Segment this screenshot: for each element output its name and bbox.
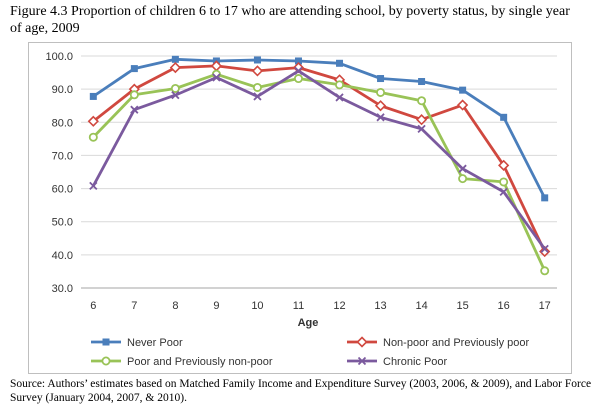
x-tick-label: 15 — [456, 300, 468, 312]
data-point — [336, 59, 344, 67]
data-point — [171, 55, 179, 63]
data-point — [294, 66, 303, 76]
legend-item: Non-poor and Previously poor — [347, 336, 529, 349]
data-point — [418, 78, 426, 86]
legend-label: Poor and Previously non-poor — [127, 356, 273, 368]
data-point — [376, 113, 385, 122]
data-point — [293, 74, 303, 84]
line-chart: 30.0 40.0 50.0 60.0 70.0 80.0 90.0 100.0 6 7 8 9 10… — [45, 51, 557, 368]
y-tick-label: 80.0 — [52, 117, 73, 129]
y-axis-tick-labels: 30.0 40.0 50.0 60.0 70.0 80.0 90.0 100.0 — [45, 51, 73, 295]
data-point — [169, 61, 182, 74]
data-point — [171, 90, 180, 100]
data-point — [540, 244, 549, 254]
data-point — [456, 99, 469, 111]
legend-label: Non-poor and Previously poor — [383, 337, 529, 349]
legend-label: Chronic Poor — [383, 356, 448, 368]
legend-marker — [102, 338, 110, 346]
x-tick-label: 11 — [293, 300, 304, 312]
series-chronic-poor — [89, 66, 549, 254]
legend-marker — [356, 336, 368, 348]
legend-item: Poor and Previously non-poor — [91, 356, 273, 368]
y-tick-label: 90.0 — [52, 84, 73, 96]
data-point — [459, 86, 467, 94]
series-line — [92, 72, 546, 272]
legend-label: Never Poor — [127, 337, 183, 349]
y-tick-label: 60.0 — [52, 184, 73, 196]
y-tick-label: 70.0 — [52, 150, 73, 162]
data-point — [498, 159, 510, 172]
data-point — [252, 82, 262, 92]
x-tick-label: 17 — [539, 300, 551, 312]
data-point — [253, 56, 261, 64]
data-point — [500, 113, 508, 121]
data-point — [499, 187, 508, 197]
data-point — [335, 93, 344, 102]
data-point — [377, 75, 385, 83]
data-point — [253, 92, 262, 101]
data-point — [415, 114, 428, 126]
x-tick-label: 14 — [415, 300, 427, 312]
series-lines — [87, 55, 551, 276]
y-tick-label: 100.0 — [45, 51, 73, 63]
y-tick-label: 40.0 — [52, 250, 73, 262]
gridlines — [81, 55, 557, 289]
data-point — [458, 174, 468, 184]
x-tick-label: 6 — [90, 300, 96, 312]
data-point — [499, 177, 509, 187]
x-tick-label: 10 — [251, 300, 263, 312]
data-point — [87, 115, 99, 127]
data-point — [335, 80, 345, 90]
data-point — [89, 92, 97, 100]
legend-marker — [357, 356, 367, 366]
data-point — [540, 266, 550, 276]
data-point — [130, 105, 139, 114]
data-point — [539, 245, 551, 258]
data-point — [129, 90, 139, 100]
data-point — [374, 100, 387, 112]
x-tick-label: 7 — [131, 300, 137, 312]
figure-title: Figure 4.3 Proportion of children 6 to 1… — [10, 4, 570, 36]
x-tick-label: 12 — [333, 300, 345, 312]
data-point — [89, 181, 98, 191]
data-point — [458, 164, 467, 173]
legend-marker — [101, 356, 111, 366]
x-tick-label: 16 — [498, 300, 510, 312]
data-point — [88, 132, 98, 142]
data-point — [251, 65, 264, 77]
series-line — [92, 69, 546, 250]
x-tick-label: 13 — [374, 300, 386, 312]
x-tick-label: 9 — [213, 300, 219, 312]
legend-item: Chronic Poor — [347, 356, 448, 368]
data-point — [541, 194, 549, 202]
y-tick-label: 30.0 — [52, 283, 73, 295]
legend-item: Never Poor — [91, 337, 183, 349]
data-point — [212, 73, 221, 82]
source-note: Source: Authors’ estimates based on Matc… — [10, 378, 592, 404]
x-axis-title: Age — [298, 317, 319, 329]
y-tick-label: 50.0 — [52, 217, 73, 229]
series-poor-and-previously-non-poor — [88, 69, 550, 276]
series-line — [92, 64, 546, 253]
legend: Never Poor Non-poor and Previously poor Po… — [91, 336, 529, 368]
x-tick-label: 8 — [172, 300, 178, 312]
chart-panel: 30.0 40.0 50.0 60.0 70.0 80.0 90.0 100.0 6 7 8 9 10… — [28, 42, 572, 374]
data-point — [170, 83, 180, 93]
series-line — [92, 57, 546, 199]
data-point — [294, 57, 302, 65]
x-axis: 6 7 8 9 10 11 12 13 14 15 16 17 — [90, 300, 551, 312]
data-point — [130, 65, 138, 73]
data-point — [417, 124, 426, 134]
data-point — [417, 96, 427, 106]
data-point — [376, 87, 386, 97]
